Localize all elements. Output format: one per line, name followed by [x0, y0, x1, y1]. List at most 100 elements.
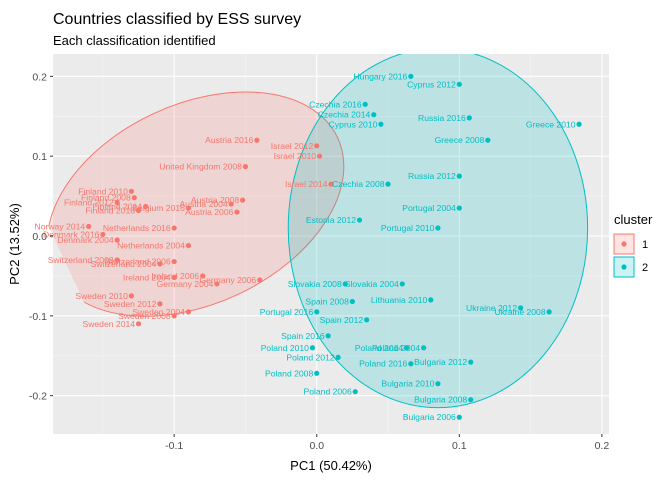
point-label: Slovakia 2008 — [288, 279, 342, 289]
point-label: Greece 2008 — [435, 135, 485, 145]
data-point — [100, 231, 106, 238]
point-label: Bulgaria 2010 — [381, 379, 434, 389]
x-axis-title: PC1 (50.42%) — [290, 458, 372, 473]
point-label: Poland 2012 — [286, 352, 334, 362]
point-label: Netherlands 2016 — [103, 223, 171, 233]
data-point — [128, 188, 135, 194]
point-label: Bulgaria 2008 — [414, 395, 467, 405]
point-label: United Kingdom 2008 — [159, 162, 242, 172]
legend: cluster 12 — [613, 212, 653, 278]
data-point — [403, 345, 410, 351]
data-point — [428, 297, 434, 303]
point-label: Lithuania 2010 — [371, 295, 428, 305]
data-point — [328, 181, 334, 187]
y-tick-label: -0.1 — [29, 311, 47, 323]
point-label: Denmark 2004 — [57, 235, 114, 245]
point-label: Israel 2010 — [274, 151, 317, 161]
data-point — [378, 121, 384, 127]
data-point — [456, 414, 462, 420]
point-label: Czechia 2014 — [318, 110, 371, 120]
point-label: Hungary 2016 — [353, 71, 407, 81]
data-point — [309, 345, 316, 351]
data-point — [185, 205, 192, 211]
point-label: Poland 2006 — [303, 387, 351, 397]
data-point — [316, 153, 323, 159]
data-point — [314, 370, 320, 376]
point-label: Sweden 2014 — [82, 319, 135, 329]
point-label: Ukraine 2008 — [494, 307, 545, 317]
point-label: Spain 2016 — [281, 331, 325, 341]
point-label: Spain 2012 — [320, 315, 364, 325]
point-label: Estonia 2012 — [306, 215, 356, 225]
x-tick-label: 0.1 — [452, 440, 467, 452]
major-gridlines — [53, 54, 609, 434]
minor-gridlines — [53, 54, 609, 434]
data-point — [352, 389, 358, 395]
legend-label-1: 1 — [642, 239, 648, 251]
point-label: Sweden 2010 — [75, 291, 128, 301]
point-label: Poland 2014 — [355, 343, 403, 353]
point-label: Austria 2016 — [205, 135, 253, 145]
point-label: Switzerland 2004 — [90, 259, 156, 269]
data-point — [135, 207, 142, 214]
point-label: Poland 2004 — [372, 343, 420, 353]
data-point — [185, 242, 192, 249]
point-label: Finland 2012 — [64, 197, 114, 207]
point-label: Greece 2010 — [526, 119, 576, 129]
y-tick-label: 0.1 — [32, 151, 47, 163]
data-point — [518, 305, 524, 311]
data-point — [185, 309, 192, 315]
data-point — [171, 225, 177, 231]
data-point — [356, 217, 363, 223]
point-label: Germany 2004 — [157, 279, 214, 289]
cluster-ellipse-2 — [287, 54, 589, 409]
data-point — [114, 237, 120, 243]
data-point — [362, 101, 368, 107]
point-label: Bulgaria 2012 — [414, 357, 467, 367]
data-point — [114, 199, 120, 206]
chart-title: Countries classified by ESS survey — [53, 11, 301, 28]
data-point — [86, 223, 92, 230]
point-label: Finland 2016 — [85, 205, 135, 215]
data-point — [240, 197, 246, 203]
point-label: Switzerland 2008 — [48, 255, 114, 265]
data-point — [364, 317, 370, 323]
point-label: Ireland 2006 — [151, 271, 199, 281]
cluster-ellipses — [46, 54, 589, 409]
point-label: Portugal 2010 — [381, 223, 435, 233]
data-point — [135, 321, 142, 327]
point-label: Austria 2008 — [191, 195, 239, 205]
data-point — [314, 309, 320, 315]
data-point — [325, 333, 331, 339]
point-label: Bulgaria 2006 — [403, 412, 456, 422]
data-point — [546, 309, 552, 315]
point-label: Belgium 2016 — [132, 203, 185, 213]
data-point — [408, 73, 414, 79]
data-point — [468, 359, 474, 365]
data-point — [421, 345, 427, 351]
data-point — [234, 209, 240, 215]
point-label: Norway 2014 — [35, 221, 86, 231]
point-label: Slovakia 2004 — [345, 279, 399, 289]
data-point — [335, 354, 341, 360]
point-label: Cyprus 2012 — [407, 79, 456, 89]
data-point — [456, 173, 462, 179]
point-label: Portugal 2004 — [402, 203, 456, 213]
data-point — [468, 397, 474, 403]
data-point — [131, 195, 137, 201]
data-point — [485, 137, 491, 143]
point-label: Ukraine 2012 — [466, 303, 517, 313]
data-point — [171, 313, 177, 319]
x-tick-label: 0.2 — [595, 440, 610, 452]
point-label: Denmark 2016 — [43, 229, 100, 239]
point-label: Poland 2010 — [261, 343, 309, 353]
data-point — [399, 281, 405, 287]
x-tick-label: 0.0 — [309, 440, 324, 452]
data-point — [214, 281, 220, 287]
data-point — [242, 163, 249, 170]
legend-entries: 12 — [613, 233, 648, 278]
point-label: Austria 2006 — [185, 207, 233, 217]
y-axis-title: PC2 (13.52%) — [7, 203, 22, 285]
x-axis-ticks: -0.1 0.0 0.1 0.2 — [165, 434, 609, 452]
